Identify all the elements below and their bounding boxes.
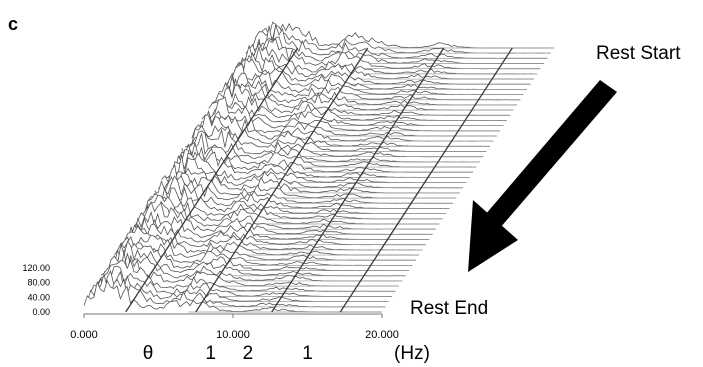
slice-fill [84,280,382,312]
panel-letter: c [8,14,19,34]
y-tick-label: 120.00 [22,263,50,273]
band-label: 1 [302,343,313,364]
time-direction-arrow [468,80,617,272]
band-boundary-lines [125,47,513,313]
band-boundary-line [195,47,369,313]
y-tick-label: 0.00 [32,307,50,317]
rest-end-label: Rest End [410,298,489,319]
band-boundary-line [271,47,445,313]
rest-start-label: Rest Start [596,43,681,64]
band-label: 1 [205,343,216,364]
x-tick-label: 0.000 [70,329,98,341]
band-boundary-line [125,47,299,313]
y-tick-label: 40.00 [27,292,50,302]
band-label: 2 [243,343,254,364]
y-tick-label: 80.00 [27,278,50,288]
x-unit-label: (Hz) [394,343,430,364]
band-label: θ [143,343,154,364]
band-boundary-line [339,47,513,313]
arrow-shaft [485,80,617,228]
x-tick-label: 20.000 [365,329,399,341]
arrow-head [468,200,518,272]
axes: 0.000 10.000 20.000 0.00 40.00 80.00 120.00 θ 1 2… [22,263,429,364]
x-tick-label: 10.000 [216,329,250,341]
